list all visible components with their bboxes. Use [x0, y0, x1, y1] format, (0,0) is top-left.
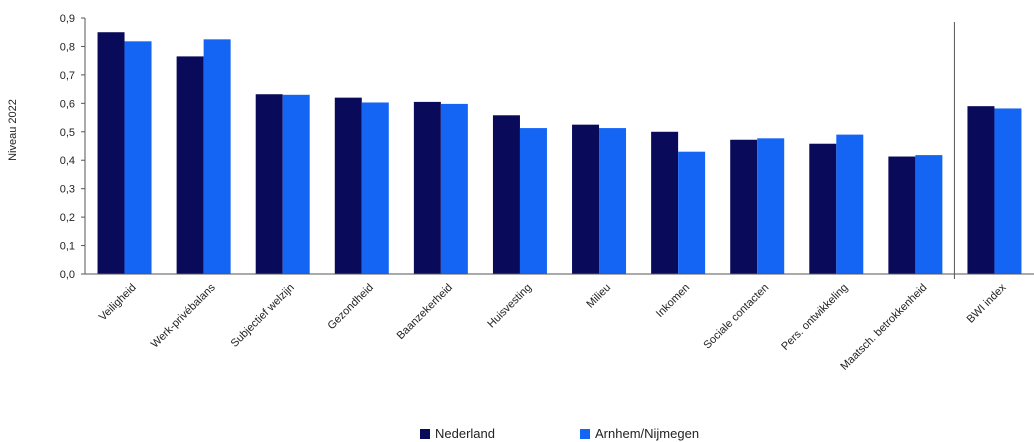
y-tick-label: 0,0: [60, 269, 75, 281]
bar-nederland: [730, 139, 758, 274]
bar-arnhem-nijmegen: [124, 41, 152, 274]
bars: [97, 32, 1022, 275]
bar-nederland: [413, 101, 441, 275]
category-label: Inkomen: [654, 282, 692, 320]
y-tick-label: 0,4: [60, 155, 75, 167]
category-labels: Veiligheid Werk-privébalans Subjectief wel…: [97, 281, 1009, 372]
category-label: Huisvesting: [485, 282, 534, 331]
bar-nederland: [651, 131, 679, 274]
bar-nederland: [809, 143, 837, 274]
bar-nederland: [334, 97, 362, 275]
y-tick-label: 0,2: [60, 212, 75, 224]
category-label: BWI index: [965, 281, 1009, 325]
legend-swatch-arnhem-nijmegen: [580, 428, 590, 439]
legend-label-nederland: Nederland: [435, 426, 495, 441]
bar-arnhem-nijmegen: [599, 128, 627, 274]
bar-arnhem-nijmegen: [836, 134, 864, 274]
legend: Nederland Arnhem/Nijmegen: [0, 426, 1034, 442]
bar-nederland: [492, 115, 520, 274]
bar-arnhem-nijmegen: [915, 155, 943, 274]
y-tick-label: 0,8: [60, 41, 75, 53]
bar-nederland: [967, 106, 995, 274]
category-label: Gezondheid: [325, 282, 375, 332]
y-tick-label: 0,6: [60, 98, 75, 110]
bar-nederland: [888, 156, 916, 274]
bar-arnhem-nijmegen: [757, 138, 785, 274]
y-tick-label: 0,7: [60, 70, 75, 82]
y-tick-label: 0,5: [60, 127, 75, 139]
category-label: Baanzekerheid: [395, 282, 455, 342]
category-label: Werk-privébalans: [149, 281, 218, 350]
category-label: Subjectief welzijn: [229, 282, 297, 350]
bar-nederland: [255, 94, 283, 274]
legend-label-arnhem-nijmegen: Arnhem/Nijmegen: [595, 426, 700, 441]
bar-arnhem-nijmegen: [678, 151, 706, 274]
category-label: Milieu: [584, 282, 613, 311]
bar-nederland: [572, 124, 600, 275]
bar-nederland: [176, 56, 204, 275]
y-tick-label: 0,1: [60, 241, 75, 253]
bar-arnhem-nijmegen: [440, 103, 468, 274]
bar-arnhem-nijmegen: [994, 108, 1022, 274]
legend-item-nederland: Nederland: [420, 426, 495, 441]
bar-chart: 0,0 0,1 0,2 0,3 0,4 0,5 0,6 0,7 0,8 0,9 Veilighei…: [7, 13, 1034, 373]
legend-swatch-nederland: [420, 428, 430, 439]
bar-nederland: [97, 32, 125, 274]
category-label: Pers. ontwikkeling: [779, 282, 850, 353]
category-label: Sociale contacten: [701, 282, 771, 352]
bar-arnhem-nijmegen: [203, 39, 231, 275]
category-label: Veiligheid: [97, 282, 139, 324]
bar-arnhem-nijmegen: [519, 128, 547, 274]
legend-item-arnhem-nijmegen: Arnhem/Nijmegen: [580, 426, 699, 441]
bar-arnhem-nijmegen: [282, 94, 310, 274]
y-tick-label: 0,9: [60, 13, 75, 25]
y-axis-ticks: 0,0 0,1 0,2 0,3 0,4 0,5 0,6 0,7 0,8 0,9: [60, 13, 85, 281]
category-label: Maatsch. betrokkenheid: [838, 282, 929, 373]
bar-arnhem-nijmegen: [361, 102, 389, 274]
y-tick-label: 0,3: [60, 184, 75, 196]
y-axis-label: Niveau 2022: [7, 99, 19, 161]
